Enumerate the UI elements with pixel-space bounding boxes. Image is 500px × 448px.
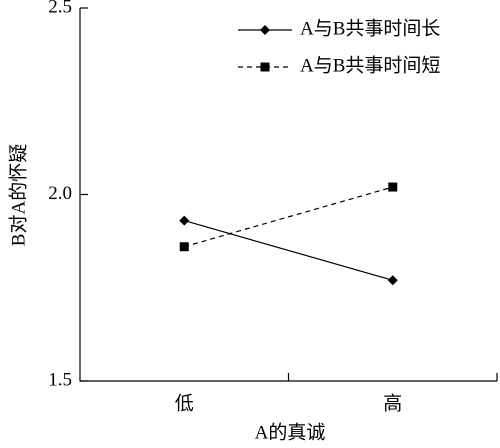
y-axis-label: B对A的怀疑 <box>7 144 29 246</box>
data-point <box>388 182 398 192</box>
legend-marker <box>260 62 270 72</box>
legend-label: A与B共事时间短 <box>300 54 440 76</box>
x-axis-label: A的真诚 <box>255 421 326 443</box>
y-tick-label: 2.0 <box>48 183 72 204</box>
x-tick-label: 高 <box>383 392 402 414</box>
legend-marker <box>260 25 270 35</box>
y-tick-label: 2.5 <box>48 0 72 17</box>
data-point <box>179 242 189 252</box>
data-point <box>179 215 190 226</box>
data-point <box>387 275 398 286</box>
series-line <box>184 186 393 248</box>
legend-label: A与B共事时间长 <box>300 17 440 39</box>
y-tick-label: 1.5 <box>48 369 72 390</box>
x-tick-label: 低 <box>175 392 194 414</box>
series-line <box>184 220 393 281</box>
